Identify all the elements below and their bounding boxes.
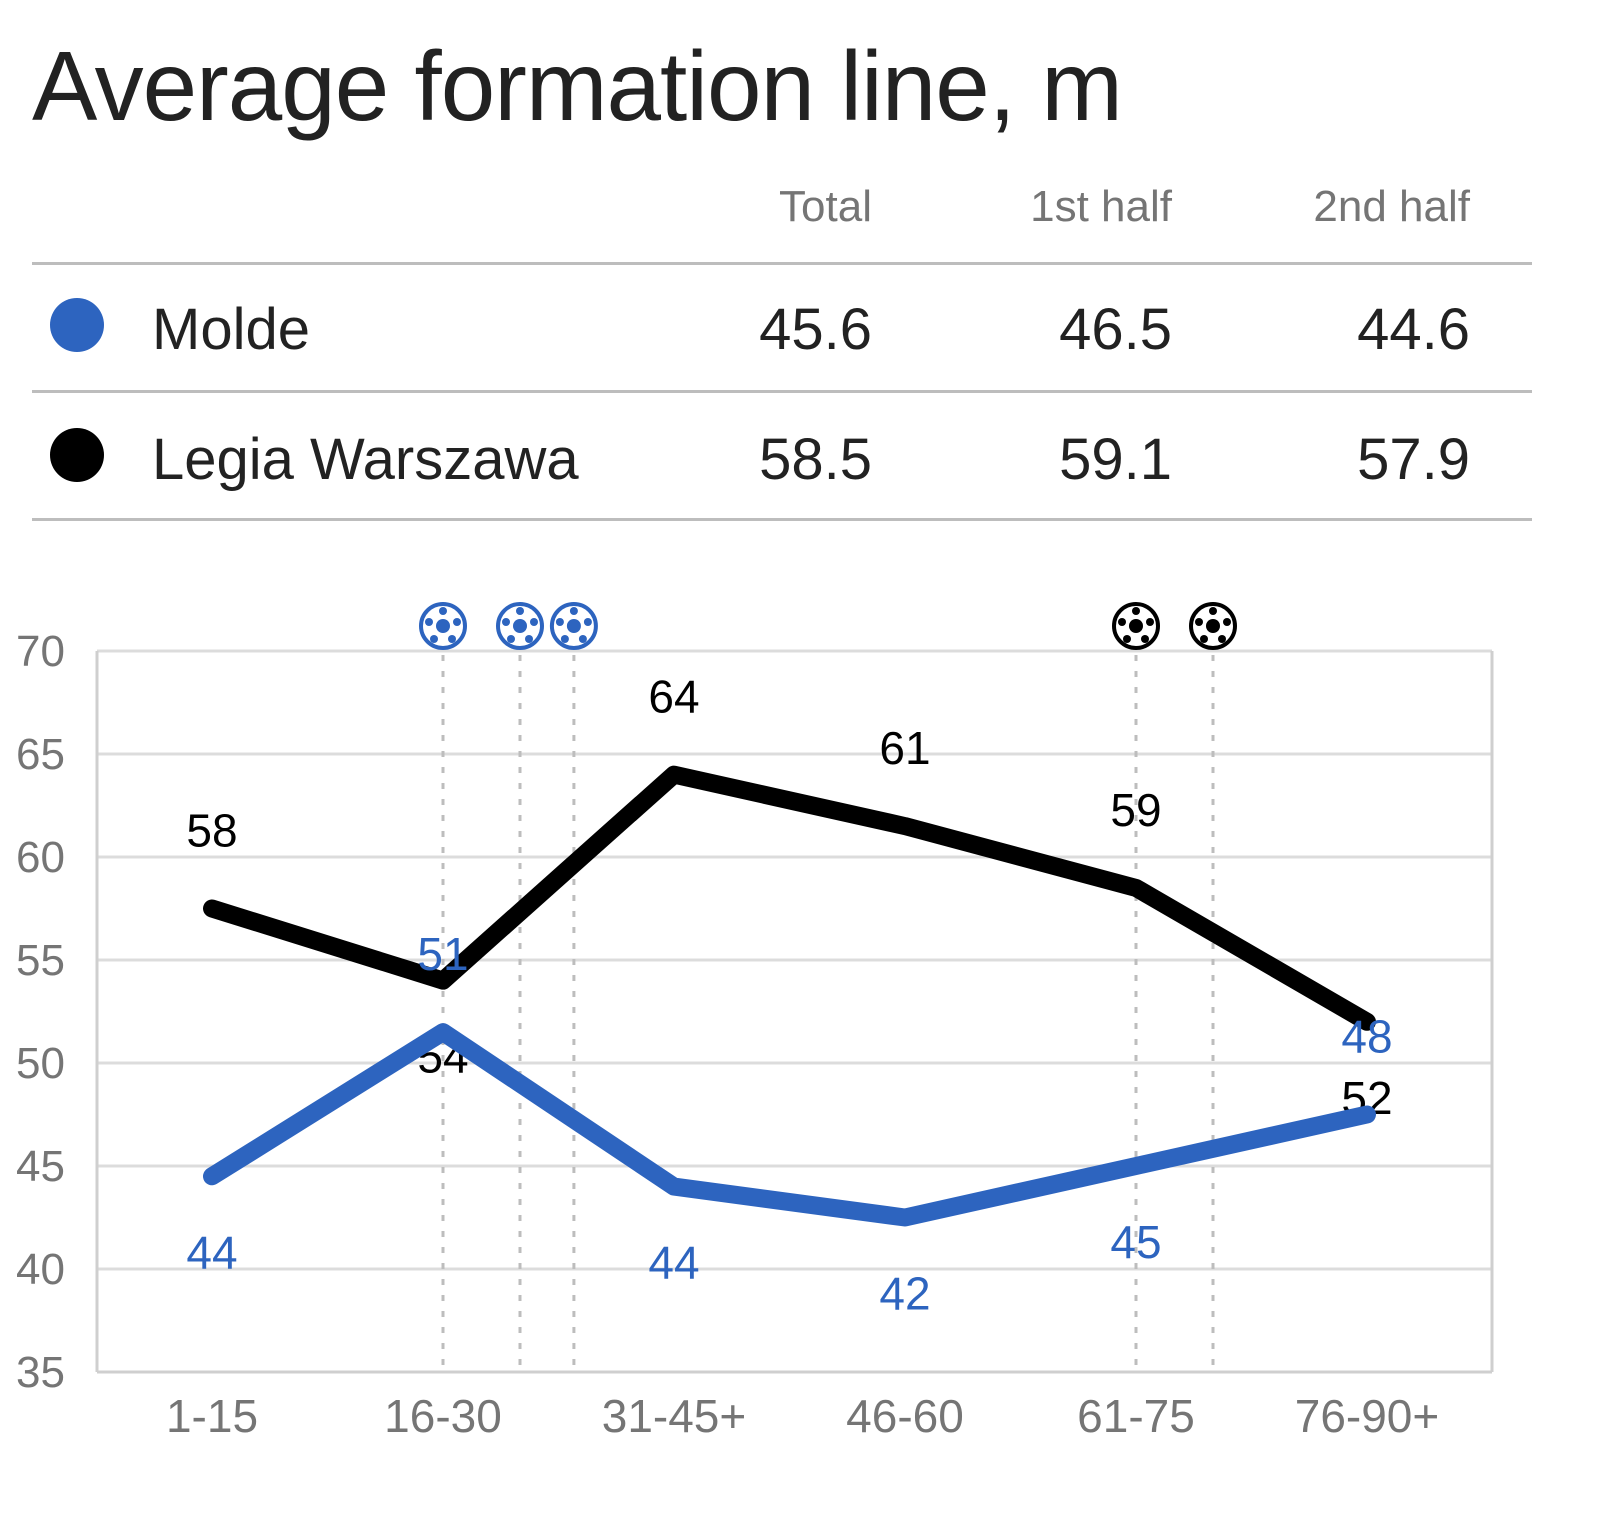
- data-label: 48: [1341, 1011, 1392, 1063]
- x-tick-label: 1-15: [166, 1390, 258, 1442]
- molde-first-half: 46.5: [1059, 297, 1172, 362]
- soccer-ball-icon-patch: [448, 635, 456, 643]
- y-tick-label: 40: [16, 1245, 65, 1294]
- y-tick-label: 70: [16, 627, 65, 676]
- chart-title: Average formation line, m: [32, 31, 1123, 141]
- soccer-ball-icon-center: [1129, 619, 1143, 633]
- legia-total: 58.5: [759, 427, 872, 492]
- y-tick-label: 60: [16, 833, 65, 882]
- legia-second-half: 57.9: [1357, 427, 1470, 492]
- soccer-ball-icon-center: [1206, 619, 1220, 633]
- soccer-ball-icon-patch: [569, 607, 578, 615]
- data-label: 44: [648, 1237, 699, 1289]
- soccer-ball-icon-patch: [1146, 618, 1154, 626]
- soccer-ball-icon-patch: [1223, 618, 1231, 626]
- soccer-ball-icon-patch: [1132, 607, 1140, 615]
- table-rule-bottom: [32, 518, 1532, 521]
- soccer-ball-icon-patch: [578, 635, 587, 643]
- data-label: 44: [186, 1226, 237, 1278]
- team-name-molde: Molde: [152, 297, 310, 362]
- table-row-molde: Molde 45.6 46.5 44.6: [0, 268, 1600, 388]
- y-tick-label: 45: [16, 1142, 65, 1191]
- data-label: 59: [1110, 784, 1161, 836]
- soccer-ball-icon-center: [566, 619, 581, 633]
- data-label: 51: [417, 928, 468, 980]
- soccer-ball-icon-patch: [425, 618, 433, 626]
- soccer-ball-icon-patch: [453, 618, 461, 626]
- table-row-legia: Legia Warszawa 58.5 59.1 57.9: [0, 398, 1600, 518]
- data-label: 42: [879, 1268, 930, 1320]
- x-tick-label: 31-45+: [602, 1390, 747, 1442]
- soccer-ball-icon-patch: [583, 618, 592, 626]
- data-label: 45: [1110, 1216, 1161, 1268]
- column-header-total: Total: [779, 182, 872, 231]
- soccer-ball-icon-center: [513, 619, 527, 633]
- data-label: 64: [648, 671, 699, 723]
- team-name-legia: Legia Warszawa: [152, 427, 579, 492]
- molde-color-dot: [50, 298, 104, 352]
- series-line-legia: [203, 765, 1376, 1031]
- x-tick-label: 46-60: [846, 1390, 964, 1442]
- soccer-ball-icon-patch: [555, 618, 564, 626]
- y-tick-label: 55: [16, 936, 65, 985]
- soccer-ball-icon-patch: [507, 635, 515, 643]
- table-rule-middle: [32, 390, 1532, 393]
- soccer-ball-icon-patch: [1123, 635, 1131, 643]
- y-tick-label: 50: [16, 1039, 65, 1088]
- soccer-ball-icon-patch: [516, 607, 524, 615]
- soccer-ball-icon-patch: [525, 635, 533, 643]
- soccer-ball-icon-patch: [1209, 607, 1217, 615]
- soccer-ball-icon-patch: [1118, 618, 1126, 626]
- soccer-ball-icon-patch: [1218, 635, 1226, 643]
- legia-first-half: 59.1: [1059, 427, 1172, 492]
- soccer-ball-icon-patch: [530, 618, 538, 626]
- molde-second-half: 44.6: [1357, 297, 1470, 362]
- data-label: 61: [879, 722, 930, 774]
- column-header-first-half: 1st half: [1030, 182, 1172, 231]
- x-tick-label: 76-90+: [1295, 1390, 1440, 1442]
- x-tick-label: 61-75: [1077, 1390, 1195, 1442]
- x-tick-label: 16-30: [384, 1390, 502, 1442]
- soccer-ball-icon-patch: [1195, 618, 1203, 626]
- column-header-second-half: 2nd half: [1313, 182, 1470, 231]
- soccer-ball-icon-patch: [502, 618, 510, 626]
- molde-total: 45.6: [759, 297, 872, 362]
- data-label: 58: [186, 805, 237, 857]
- y-tick-label: 35: [16, 1348, 65, 1397]
- soccer-ball-icon-patch: [439, 607, 447, 615]
- series-line-molde: [203, 1023, 1376, 1227]
- soccer-ball-icon-patch: [560, 635, 569, 643]
- soccer-ball-icon-patch: [1200, 635, 1208, 643]
- soccer-ball-icon-center: [436, 619, 450, 633]
- formation-line-chart: 70 65 60 55 50 45 40 35 1-15 16-30 31-45+ 46-60 61-7…: [16, 602, 1494, 1442]
- table-rule-top: [32, 262, 1532, 265]
- y-tick-label: 65: [16, 730, 65, 779]
- soccer-ball-icon-patch: [430, 635, 438, 643]
- legia-color-dot: [50, 428, 104, 482]
- soccer-ball-icon-patch: [1141, 635, 1149, 643]
